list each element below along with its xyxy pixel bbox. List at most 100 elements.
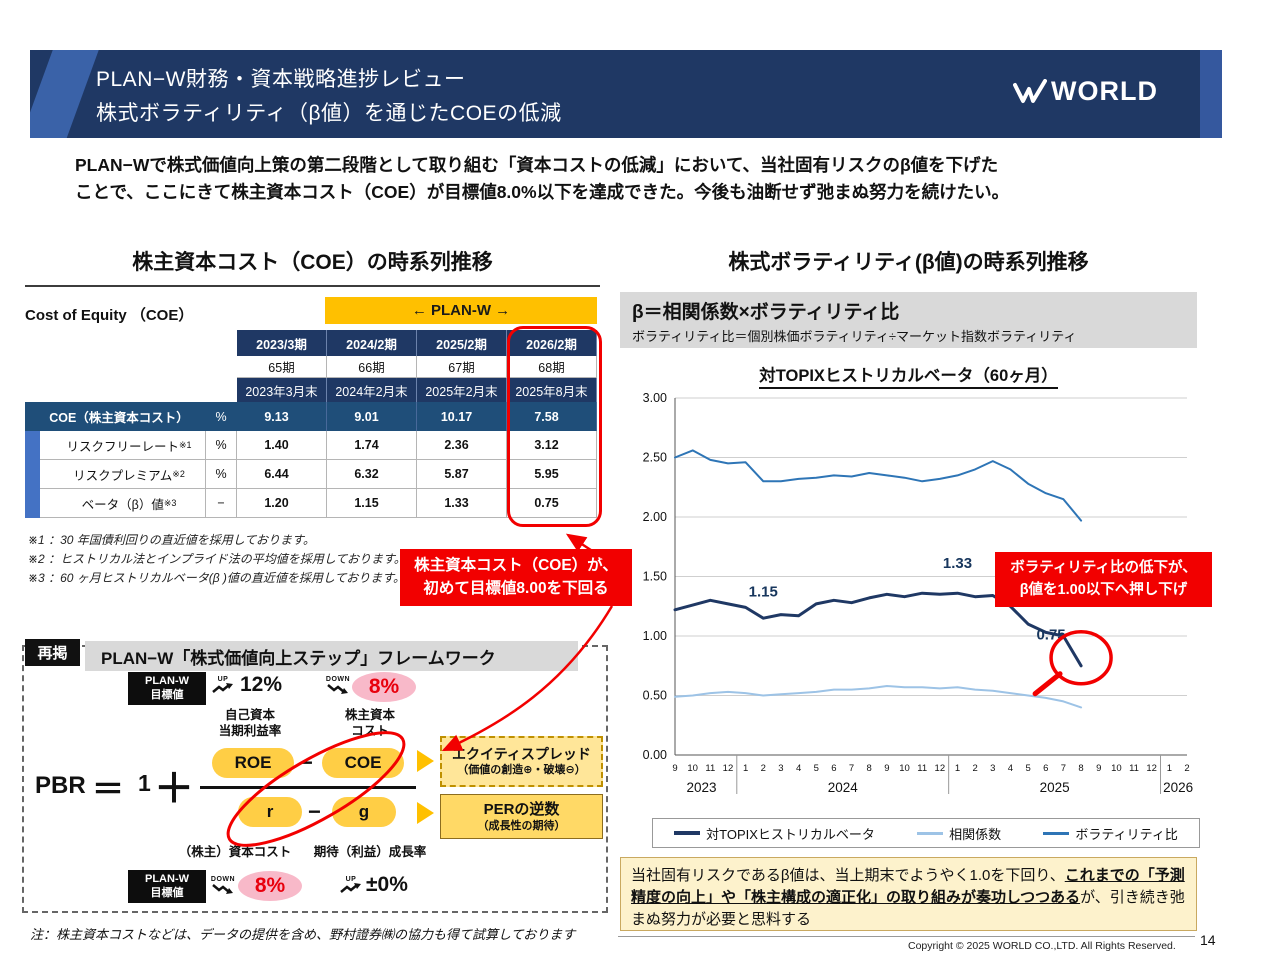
table-cell: 1.74: [327, 431, 417, 460]
svg-text:1: 1: [743, 763, 748, 774]
equals-sign: ＝: [92, 771, 125, 807]
svg-text:10: 10: [1111, 763, 1122, 774]
intro-text: PLAN−Wで株式価値向上策の第二段階として取り組む「資本コストの低減」において…: [75, 152, 1195, 206]
volatility-ratio-formula: ボラティリティ比＝個別株価ボラティリティ÷マーケット指数ボラティリティ: [632, 329, 1077, 344]
growth-target-value: ±0%: [366, 873, 408, 896]
coe-value: 10.17: [417, 402, 507, 431]
svg-text:11: 11: [1129, 763, 1139, 774]
svg-text:3: 3: [778, 763, 783, 774]
period-date: 2025年2月末: [417, 378, 507, 402]
slide-title-line2: 株式ボラティリティ（β値）を通じたCOEの低減: [96, 102, 562, 125]
footnote-1: ※1 ：30 年国債利回りの直近値を採用しております。: [28, 533, 315, 547]
svg-text:6: 6: [831, 763, 836, 774]
svg-text:1: 1: [955, 763, 960, 774]
fiscal-term: 65期: [237, 356, 327, 378]
reprint-tag: 再掲: [25, 639, 80, 666]
header-right-accent: [1200, 50, 1222, 138]
table-cell: 5.87: [417, 460, 507, 489]
legend-swatch: [917, 831, 944, 835]
planw-target-box-top: PLAN-W 目標値: [128, 672, 206, 705]
roe-pill: ROE: [212, 748, 294, 778]
svg-text:10: 10: [687, 763, 698, 774]
cost-of-equity-label: Cost of Equity （COE）: [25, 307, 194, 324]
svg-text:12: 12: [935, 763, 946, 774]
legend-label: ボラティリティ比: [1075, 826, 1178, 842]
copyright: Copyright © 2025 WORLD CO.,LTD. All Righ…: [908, 940, 1176, 952]
roe-target-value: 12%: [240, 673, 283, 696]
planw-target-box-bottom: PLAN-W 目標値: [128, 870, 206, 903]
legend-item: 相関係数: [917, 824, 1001, 843]
svg-text:5: 5: [814, 763, 819, 774]
equity-spread-box: エクイティスプレッド （価値の創造⊕・破壊⊖）: [440, 736, 603, 787]
fiscal-term: 67期: [417, 356, 507, 378]
chart-title: 対TOPIXヒストリカルベータ（60ヶ月）: [620, 362, 1197, 389]
beta-formula: β＝相関係数×ボラティリティ比: [632, 302, 900, 323]
svg-text:2023: 2023: [686, 780, 716, 795]
table-cell: 2.36: [417, 431, 507, 460]
coe-pill: COE: [322, 748, 404, 778]
intro-line1: PLAN−Wで株式価値向上策の第二段階として取り組む「資本コストの低減」において…: [75, 155, 999, 175]
svg-text:0.00: 0.00: [643, 748, 667, 762]
svg-text:2: 2: [761, 763, 766, 774]
table-cell: 6.32: [327, 460, 417, 489]
svg-text:5: 5: [1025, 763, 1030, 774]
period-date: 2025年8月末: [507, 378, 597, 402]
svg-text:12: 12: [723, 763, 734, 774]
period-header: 2023/3期: [237, 330, 327, 356]
legend-label: 相関係数: [949, 826, 1002, 842]
svg-text:9: 9: [672, 763, 677, 774]
period-header: 2025/2期: [417, 330, 507, 356]
volatility-section-title: 株式ボラティリティ(β値)の時系列推移: [728, 251, 1089, 274]
svg-text:3.00: 3.00: [643, 391, 667, 405]
svg-text:8: 8: [1078, 763, 1083, 774]
svg-text:2: 2: [1184, 763, 1189, 774]
volatility-callout: ボラティリティ比の低下が、 β値を1.00以下へ押し下げ: [995, 552, 1212, 607]
svg-text:1.50: 1.50: [643, 570, 667, 584]
svg-text:2026: 2026: [1163, 780, 1193, 795]
table-cell: 1.15: [327, 489, 417, 518]
roe-caption: 自己資本 当期利益率: [218, 708, 282, 738]
period-header: 2024/2期: [327, 330, 417, 356]
fiscal-term: 68期: [507, 356, 597, 378]
legend-item: ボラティリティ比: [1043, 824, 1178, 843]
row-label: リスクプレミアム ※2: [25, 460, 205, 489]
coe-row-label: COE（株主資本コスト）: [25, 402, 205, 431]
per-inverse-box: PERの逆数 （成長性の期待）: [440, 794, 603, 839]
svg-text:1: 1: [1167, 763, 1172, 774]
beta-line-chart: 0.000.501.001.502.002.503.009 10 11 12 1 2 3 4 5…: [643, 391, 1194, 795]
row-label: リスクフリーレート ※1: [25, 431, 205, 460]
coe-caption: 株主資本 コスト: [344, 708, 395, 738]
intro-line2: ことで、ここにきて株主資本コスト（COE）が目標値8.0%以下を達成できた。今後…: [75, 182, 1010, 202]
svg-text:9: 9: [1096, 763, 1101, 774]
svg-text:1.33: 1.33: [943, 555, 972, 572]
r-pill: r: [238, 797, 302, 827]
subrows-accent-bar: [25, 431, 40, 518]
coe-table: 2023/3期 2024/2期 2025/2期 2026/2期 65期 66期 …: [25, 330, 597, 518]
legend-swatch: [1043, 831, 1070, 835]
coe-value: 9.01: [327, 402, 417, 431]
header-diagonal-accent: [30, 50, 104, 138]
header-bar: PLAN−W財務・資本戦略進捗レビュー 株式ボラティリティ（β値）を通じたCOE…: [30, 50, 1222, 138]
right-arrow-icon: [417, 802, 434, 824]
svg-text:2: 2: [972, 763, 977, 774]
svg-text:0.75: 0.75: [1036, 627, 1065, 644]
world-logo: WORLD: [1013, 76, 1158, 107]
svg-text:2024: 2024: [828, 780, 859, 795]
beta-summary-box: 当社固有リスクであるβ値は、当上期末でようやく1.0を下回り、これまでの「予測精…: [620, 857, 1197, 931]
table-cell: 5.95: [507, 460, 597, 489]
legend-item: 対TOPIXヒストリカルベータ: [674, 824, 875, 843]
footnote-2: ※2 ：ヒストリカル法とインプライド法の平均値を採用しております。: [28, 552, 406, 566]
legend-label: 対TOPIXヒストリカルベータ: [706, 826, 875, 842]
down-icon: DOWN: [210, 876, 236, 894]
table-cell: 1.33: [417, 489, 507, 518]
world-logo-text: WORLD: [1051, 76, 1158, 106]
row-unit: %: [205, 460, 237, 489]
table-cell: 6.44: [237, 460, 327, 489]
svg-text:2.50: 2.50: [643, 451, 667, 465]
svg-text:0.50: 0.50: [643, 689, 667, 703]
svg-text:2.00: 2.00: [643, 510, 667, 524]
red-highlight-rect: [507, 326, 602, 527]
svg-text:4: 4: [796, 763, 801, 774]
growth-caption: 期待（利益）成長率: [313, 845, 427, 859]
